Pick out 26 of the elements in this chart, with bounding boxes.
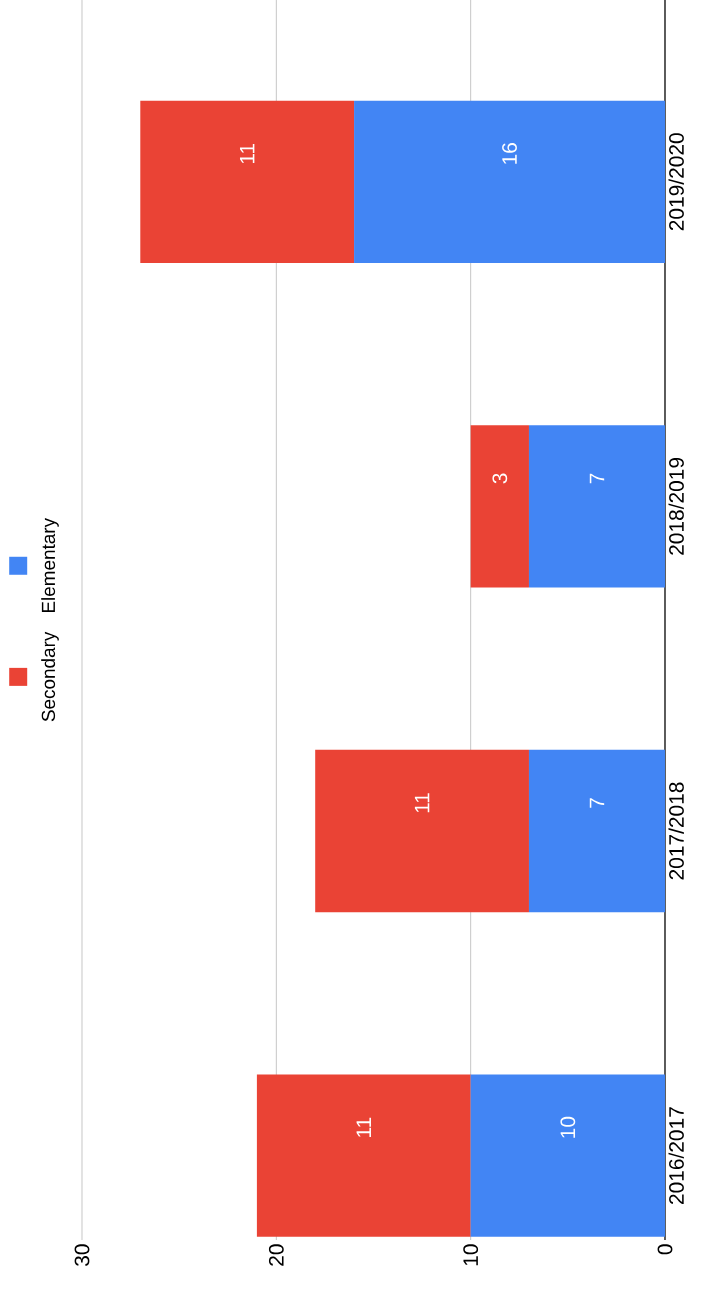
bar [470, 1074, 665, 1237]
legend-label: Secondary [41, 631, 59, 722]
x-tick-label: 20 [268, 1244, 284, 1266]
bar [354, 100, 665, 263]
x-tick-label: 30 [74, 1244, 90, 1267]
x-tick-label: 0 [657, 1244, 673, 1255]
data-label: 11 [414, 793, 430, 813]
legend-label: Elementary [41, 517, 59, 613]
data-label: 7 [589, 473, 605, 484]
bar [528, 425, 665, 588]
data-label: 7 [589, 798, 605, 808]
bar [528, 749, 665, 913]
y-tick-label: 2018/2019 [668, 457, 684, 555]
y-tick-label: 2017/2018 [668, 782, 684, 880]
bar [140, 100, 355, 263]
bar [256, 1074, 471, 1237]
data-label: 11 [356, 1117, 371, 1137]
data-label: 10 [560, 1116, 576, 1138]
data-label: 16 [502, 143, 517, 164]
y-tick-label: 2016/2017 [668, 1107, 684, 1205]
data-label: 3 [492, 473, 508, 484]
x-tick-label: 10 [463, 1244, 479, 1266]
bar [470, 425, 529, 588]
bar [315, 749, 529, 913]
data-label: 11 [239, 143, 255, 164]
y-tick-label: 2019/2020 [668, 133, 684, 231]
